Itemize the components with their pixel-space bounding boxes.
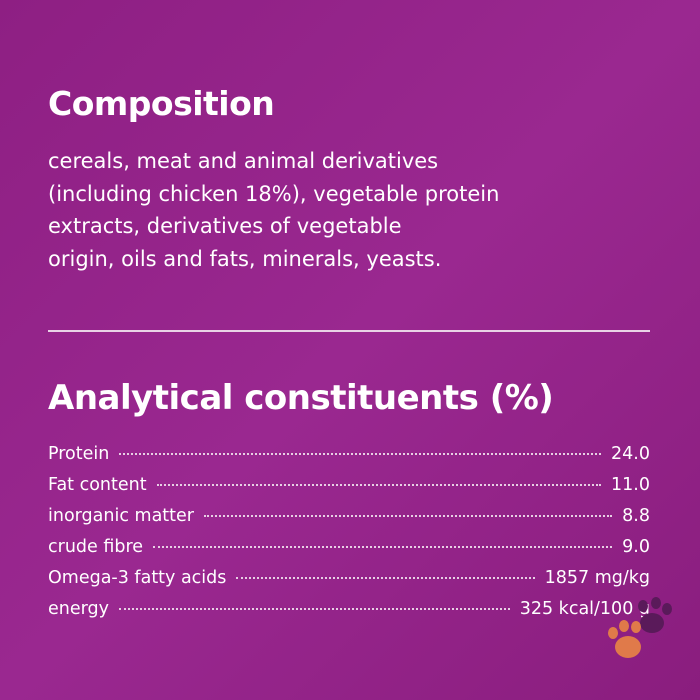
constituent-label: Omega-3 fatty acids	[48, 568, 227, 588]
constituent-value: 8.8	[622, 506, 650, 526]
constituent-label: Protein	[48, 444, 110, 464]
leader-dots	[236, 577, 535, 579]
constituent-row: inorganic matter 8.8	[48, 506, 650, 537]
constituent-value: 325 kcal/100 g	[519, 599, 650, 619]
section-title: Analytical constituents (%)	[48, 378, 554, 418]
constituent-row: crude fibre 9.0	[48, 537, 650, 568]
constituents-list: Protein 24.0 Fat content 11.0 inorganic matt…	[48, 444, 650, 630]
constituent-label: Fat content	[48, 475, 147, 495]
constituent-row: Fat content 11.0	[48, 475, 650, 506]
paw-icon	[608, 597, 672, 658]
constituent-label: energy	[48, 599, 109, 619]
constituent-row: energy 325 kcal/100 g	[48, 599, 650, 630]
constituent-value: 9.0	[622, 537, 650, 557]
leader-dots	[153, 546, 613, 548]
constituent-value: 24.0	[611, 444, 650, 464]
section-title: Composition	[48, 84, 275, 123]
constituent-label: crude fibre	[48, 537, 144, 557]
constituent-row: Omega-3 fatty acids 1857 mg/kg	[48, 568, 650, 599]
text-line: (including chicken 18%), vegetable prote…	[48, 181, 500, 206]
leader-dots	[156, 484, 602, 486]
composition-text: cereals, meat and animal derivatives (inc…	[48, 145, 499, 275]
leader-dots	[118, 608, 510, 610]
constituent-value: 1857 mg/kg	[544, 568, 650, 588]
leader-dots	[203, 515, 613, 517]
constituent-value: 11.0	[611, 475, 650, 495]
text-line: cereals, meat and animal derivatives	[48, 149, 439, 173]
text-line: extracts, derivatives of vegetable	[48, 214, 402, 238]
constituent-label: inorganic matter	[48, 506, 194, 526]
leader-dots	[119, 453, 602, 455]
divider	[48, 330, 650, 332]
text-line: origin, oils and fats, minerals, yeasts.	[48, 246, 442, 271]
constituent-row: Protein 24.0	[48, 444, 650, 475]
